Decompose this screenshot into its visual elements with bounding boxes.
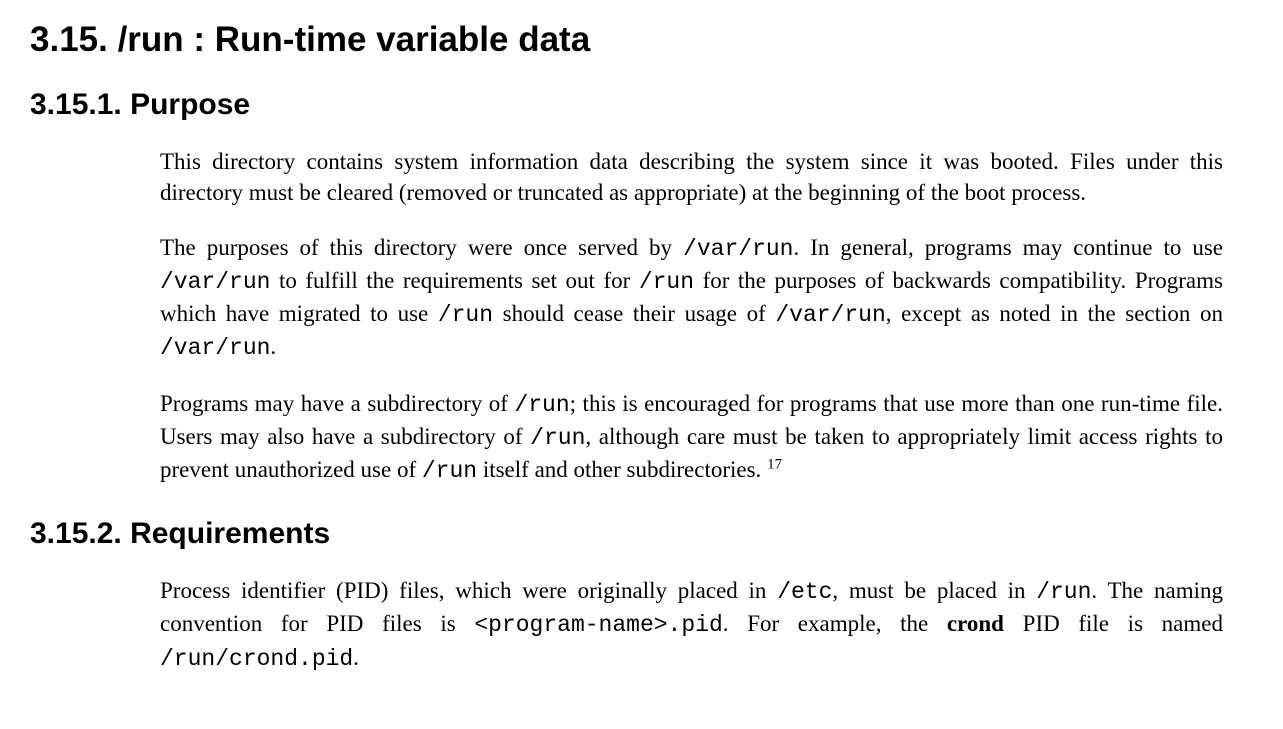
text-run: , except as noted in the section on: [886, 301, 1223, 326]
text-run: Programs may have a subdirectory of: [160, 391, 514, 416]
text-run: . For example, the: [723, 611, 947, 636]
text-run: itself and other subdirectories.: [477, 457, 767, 482]
text-run: . In general, programs may continue to u…: [793, 235, 1223, 260]
section-heading: 3.15. /run : Run-time variable data: [30, 20, 1253, 60]
text-run: PID file is named: [1004, 611, 1223, 636]
code-run: /run: [530, 425, 585, 451]
code-run: /var/run: [160, 269, 270, 295]
requirements-body: Process identifier (PID) files, which we…: [160, 575, 1223, 674]
code-run: /run: [422, 458, 477, 484]
code-run: /var/run: [683, 236, 793, 262]
purpose-body: This directory contains system informati…: [160, 146, 1223, 487]
purpose-para-3: Programs may have a subdirectory of /run…: [160, 388, 1223, 487]
text-run: The purposes of this directory were once…: [160, 235, 683, 260]
text-run: This directory contains system informati…: [160, 149, 1223, 205]
text-run: to fulfill the requirements set out for: [270, 268, 638, 293]
text-run: should cease their usage of: [493, 301, 775, 326]
code-run: /run: [1036, 579, 1091, 605]
text-run: , must be placed in: [832, 578, 1036, 603]
requirements-para-1: Process identifier (PID) files, which we…: [160, 575, 1223, 674]
text-run: Process identifier (PID) files, which we…: [160, 578, 777, 603]
subsection-purpose-heading: 3.15.1. Purpose: [30, 88, 1253, 122]
purpose-para-1: This directory contains system informati…: [160, 146, 1223, 208]
text-run: .: [270, 334, 276, 359]
subsection-requirements-heading: 3.15.2. Requirements: [30, 517, 1253, 551]
code-run: /etc: [777, 579, 832, 605]
purpose-para-2: The purposes of this directory were once…: [160, 232, 1223, 364]
code-run: <program-name>.pid: [474, 612, 722, 638]
code-run: /var/run: [160, 335, 270, 361]
code-run: /run: [438, 302, 493, 328]
code-run: /run/crond.pid: [160, 646, 353, 672]
text-run: .: [353, 645, 359, 670]
footnote-ref[interactable]: 17: [767, 457, 782, 473]
code-run: /run: [514, 392, 569, 418]
code-run: /var/run: [775, 302, 885, 328]
bold-run: crond: [947, 611, 1004, 636]
code-run: /run: [639, 269, 694, 295]
